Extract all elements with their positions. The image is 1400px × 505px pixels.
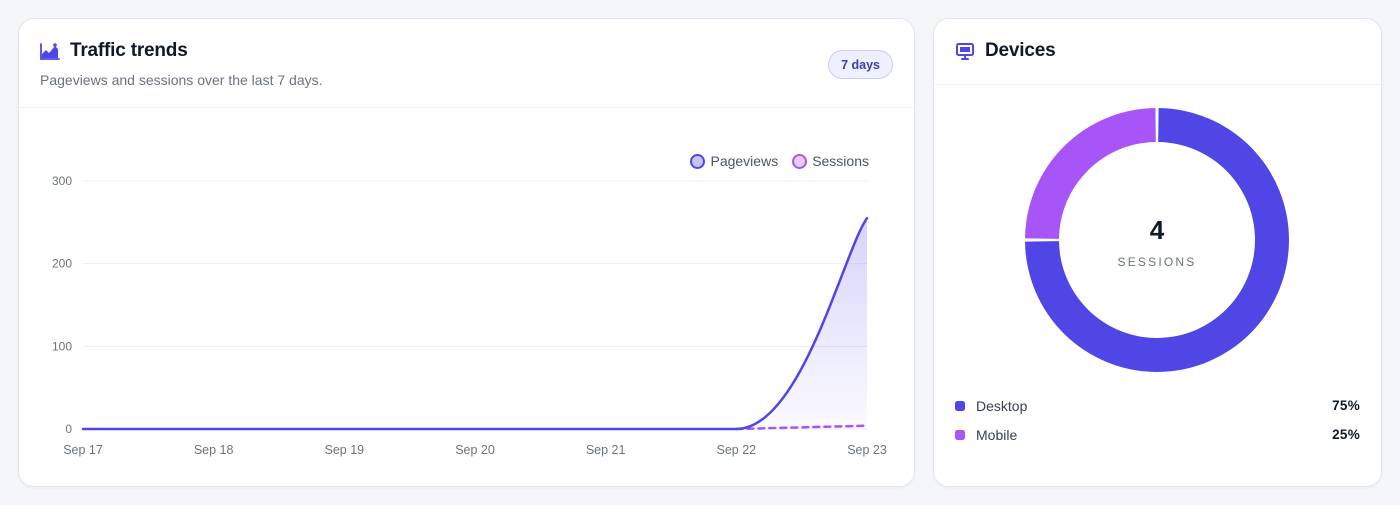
sessions-total-label: SESSIONS (1117, 255, 1197, 269)
y-tick-label-0: 0 (65, 422, 72, 436)
legend-item-sessions[interactable]: Sessions (792, 153, 869, 169)
devices-card-header: Devices (934, 19, 1381, 85)
traffic-title-row: Traffic trends (40, 40, 188, 62)
x-tick-label-3: Sep 20 (455, 443, 495, 457)
device-list: Desktop 75% Mobile 25% (955, 391, 1360, 449)
x-tick-label-2: Sep 19 (325, 443, 365, 457)
chart-legend: Pageviews Sessions (690, 153, 869, 169)
device-row-mobile: Mobile 25% (955, 420, 1360, 449)
traffic-title: Traffic trends (70, 40, 188, 61)
devices-title-row: Devices (955, 40, 1056, 62)
devices-donut-chart (1025, 108, 1289, 373)
legend-dot-pageviews (690, 153, 706, 169)
series-area-pageviews (83, 218, 867, 429)
device-swatch-desktop (955, 400, 965, 411)
legend-dot-sessions (792, 153, 808, 169)
donut-slice-mobile[interactable] (1025, 108, 1156, 239)
monitor-icon (956, 43, 974, 60)
series-line-sessions (735, 424, 869, 431)
x-tick-label-1: Sep 18 (194, 443, 234, 457)
devices-card: Devices 4 SESSIONS Desktop 75% Mobile 25… (933, 18, 1382, 487)
legend-item-pageviews[interactable]: Pageviews (690, 153, 778, 169)
devices-title: Devices (985, 40, 1056, 61)
traffic-chart: 0 100 200 300 Sep 17 Sep 18 Sep 19 Sep 20 Sep 21… (52, 174, 887, 457)
sessions-total-value: 4 (1149, 215, 1165, 245)
x-tick-label-6: Sep 23 (847, 443, 887, 457)
chart-trend-icon (40, 43, 60, 60)
range-selector-button[interactable]: 7 days (828, 50, 893, 79)
series-line-pageviews (81, 216, 869, 431)
device-name-mobile: Mobile (976, 426, 1018, 443)
x-tick-label-5: Sep 22 (717, 443, 757, 457)
traffic-subtitle: Pageviews and sessions over the last 7 d… (40, 72, 323, 88)
y-tick-label-100: 100 (52, 339, 72, 353)
y-tick-label-300: 300 (52, 174, 72, 188)
legend-label-sessions: Sessions (812, 153, 869, 169)
traffic-card-header: Traffic trends Pageviews and sessions ov… (19, 19, 914, 108)
device-name-desktop: Desktop (976, 397, 1028, 414)
y-tick-label-200: 200 (52, 257, 72, 271)
device-percent-desktop: 75% (1332, 398, 1360, 413)
donut-center: 4 SESSIONS (1024, 107, 1290, 373)
device-swatch-mobile (955, 429, 965, 440)
x-tick-label-0: Sep 17 (63, 443, 103, 457)
device-row-desktop: Desktop 75% (955, 391, 1360, 420)
traffic-trends-card: Traffic trends Pageviews and sessions ov… (18, 18, 915, 487)
x-tick-label-4: Sep 21 (586, 443, 626, 457)
device-percent-mobile: 25% (1332, 427, 1360, 442)
legend-label-pageviews: Pageviews (710, 153, 779, 169)
